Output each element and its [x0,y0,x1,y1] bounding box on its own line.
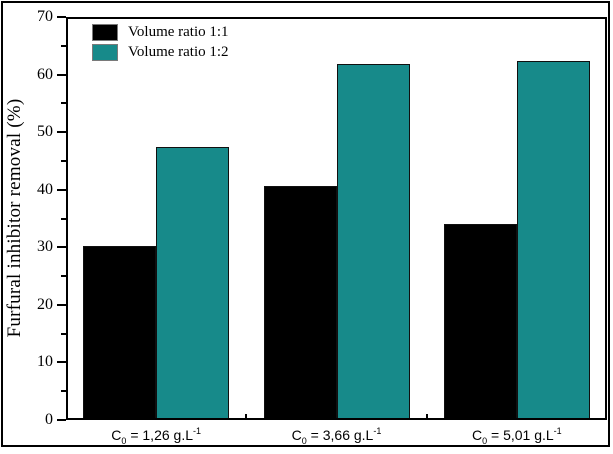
x-category-label-2: C0 = 3,66 g.L-1 [292,426,382,446]
y-axis-title: Furfural inhibitor removal (%) [4,98,25,338]
x-category-label-part: = 5,01 g.L [487,427,554,443]
legend-row-2: Volume ratio 1:2 [92,42,229,62]
x-category-label-3: C0 = 5,01 g.L-1 [472,426,562,446]
x-category-label-part: C [111,427,122,443]
x-category-label-part: 0 [121,436,127,446]
y-tick-label-0: 0 [45,411,53,428]
x-category-label-part: -1 [193,426,202,436]
x-category-label-1: C0 = 1,26 g.L-1 [111,426,201,446]
x-category-label-part: = 3,66 g.L [306,427,374,443]
y-tick-label-40: 40 [37,180,53,198]
y-major-tick-10 [57,361,66,364]
x-category-label-part: 0 [301,436,307,446]
y-minor-tick-25 [61,275,66,278]
y-major-tick-60 [57,73,66,76]
y-tick-label-30: 30 [37,238,53,256]
legend-swatch-1 [92,23,118,41]
bar-series2-cat1 [156,146,230,420]
y-minor-tick-65 [61,44,66,47]
y-minor-tick-35 [61,217,66,220]
legend: Volume ratio 1:1 Volume ratio 1:2 [92,22,229,62]
y-minor-tick-5 [61,390,66,393]
x-category-label-part: = 1,26 g.L [126,427,193,443]
plot-area: Volume ratio 1:1 Volume ratio 1:2 0 10 20 30… [37,9,607,446]
y-major-tick-50 [57,131,66,134]
legend-label-1: Volume ratio 1:1 [128,23,229,40]
y-major-tick-20 [57,303,66,306]
legend-swatch-2 [92,43,118,61]
y-minor-tick-15 [61,332,66,335]
x-category-label-part: -1 [373,426,382,436]
y-major-tick-30 [57,246,66,249]
x-category-label-part: C [291,427,302,443]
x-boundary-tick-1 [245,414,248,420]
bar-series1-cat2 [263,185,337,420]
y-tick-label-50: 50 [37,123,53,141]
bar-series1-cat1 [83,245,157,420]
y-tick-label-70: 70 [37,8,53,25]
y-tick-label-10: 10 [37,353,53,371]
y-tick-label-20: 20 [37,295,53,313]
legend-label-2: Volume ratio 1:2 [128,43,229,60]
bar-series2-cat3 [516,60,590,420]
x-category-label-part: C [471,427,483,443]
y-major-tick-40 [57,188,66,191]
y-minor-tick-45 [61,159,66,162]
y-major-tick-0 [57,419,66,421]
x-category-label-part: 0 [482,436,488,446]
x-boundary-tick-2 [425,414,428,420]
y-minor-tick-55 [61,102,66,105]
x-category-label-part: -1 [553,426,562,436]
legend-row-1: Volume ratio 1:1 [92,22,229,42]
bar-series2-cat2 [336,64,410,420]
bar-series1-cat3 [443,224,517,420]
y-tick-label-60: 60 [37,65,53,83]
y-major-tick-70 [57,16,66,18]
